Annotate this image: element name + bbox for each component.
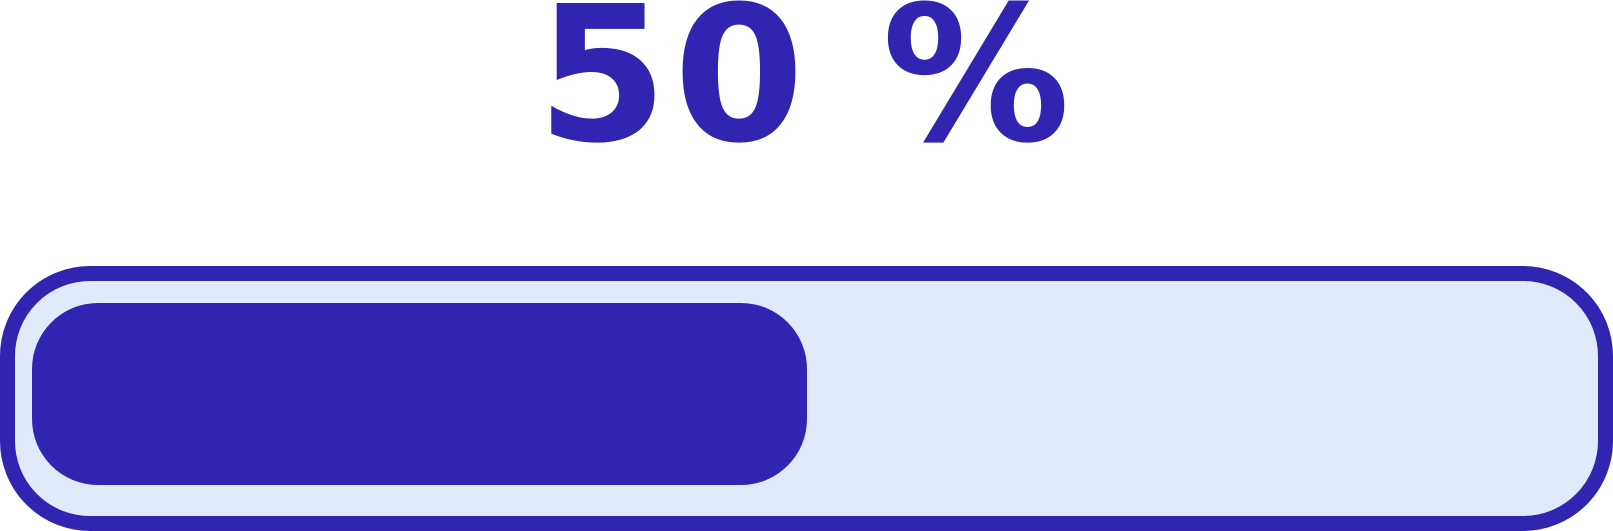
progress-percent-label: 50 %: [536, 0, 1077, 185]
progress-bar-fill: [32, 303, 807, 485]
progress-bar: [0, 266, 1613, 531]
